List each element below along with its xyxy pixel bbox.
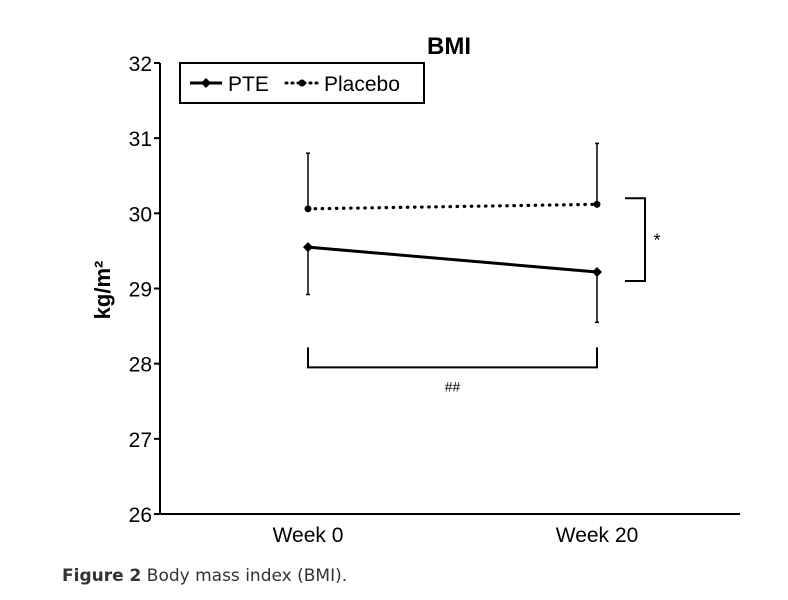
x-ticks: Week 0 Week 20: [273, 524, 639, 547]
significance-bracket-horizontal: [307, 347, 598, 369]
pte-series-line: [307, 245, 598, 274]
figure-caption: Figure 2 Body mass index (BMI).: [62, 566, 347, 586]
series: [303, 200, 602, 277]
legend-placebo-marker: [298, 79, 306, 87]
figure-caption-text: Body mass index (BMI).: [141, 566, 348, 586]
y-tick-label: 28: [129, 354, 152, 377]
placebo-series-line: [306, 202, 599, 211]
annotations: * ##: [307, 197, 661, 394]
chart-title: BMI: [427, 33, 471, 60]
y-axis-label: kg/m²: [90, 261, 115, 320]
placebo-point: [593, 200, 601, 208]
significance-marker-hash: ##: [445, 378, 461, 394]
y-ticks: 26 27 28 29 30 31 32: [129, 53, 160, 527]
y-tick-label: 32: [129, 53, 152, 76]
y-tick-label: 30: [129, 203, 152, 226]
legend-pte-label: PTE: [228, 73, 269, 96]
bmi-chart: BMI kg/m² 26 27 28 29 30 31 32 Week 0 Week 20 *…: [90, 33, 740, 547]
figure-label: Figure 2: [62, 566, 142, 586]
legend: PTE Placebo: [179, 62, 425, 104]
y-tick-label: 31: [129, 128, 152, 151]
y-tick-label: 26: [129, 504, 152, 527]
x-tick-label: Week 20: [556, 524, 639, 547]
significance-bracket-vertical: [625, 197, 646, 282]
pte-point: [303, 242, 313, 253]
axes: [159, 63, 740, 515]
legend-pte-marker: [201, 78, 211, 88]
significance-marker-star: *: [653, 231, 660, 251]
x-tick-label: Week 0: [273, 524, 344, 547]
placebo-point: [304, 205, 312, 213]
error-bars: [306, 142, 599, 324]
y-tick-label: 29: [129, 279, 152, 302]
y-tick-label: 27: [129, 429, 152, 452]
legend-placebo-label: Placebo: [324, 73, 400, 96]
pte-point: [592, 266, 602, 277]
